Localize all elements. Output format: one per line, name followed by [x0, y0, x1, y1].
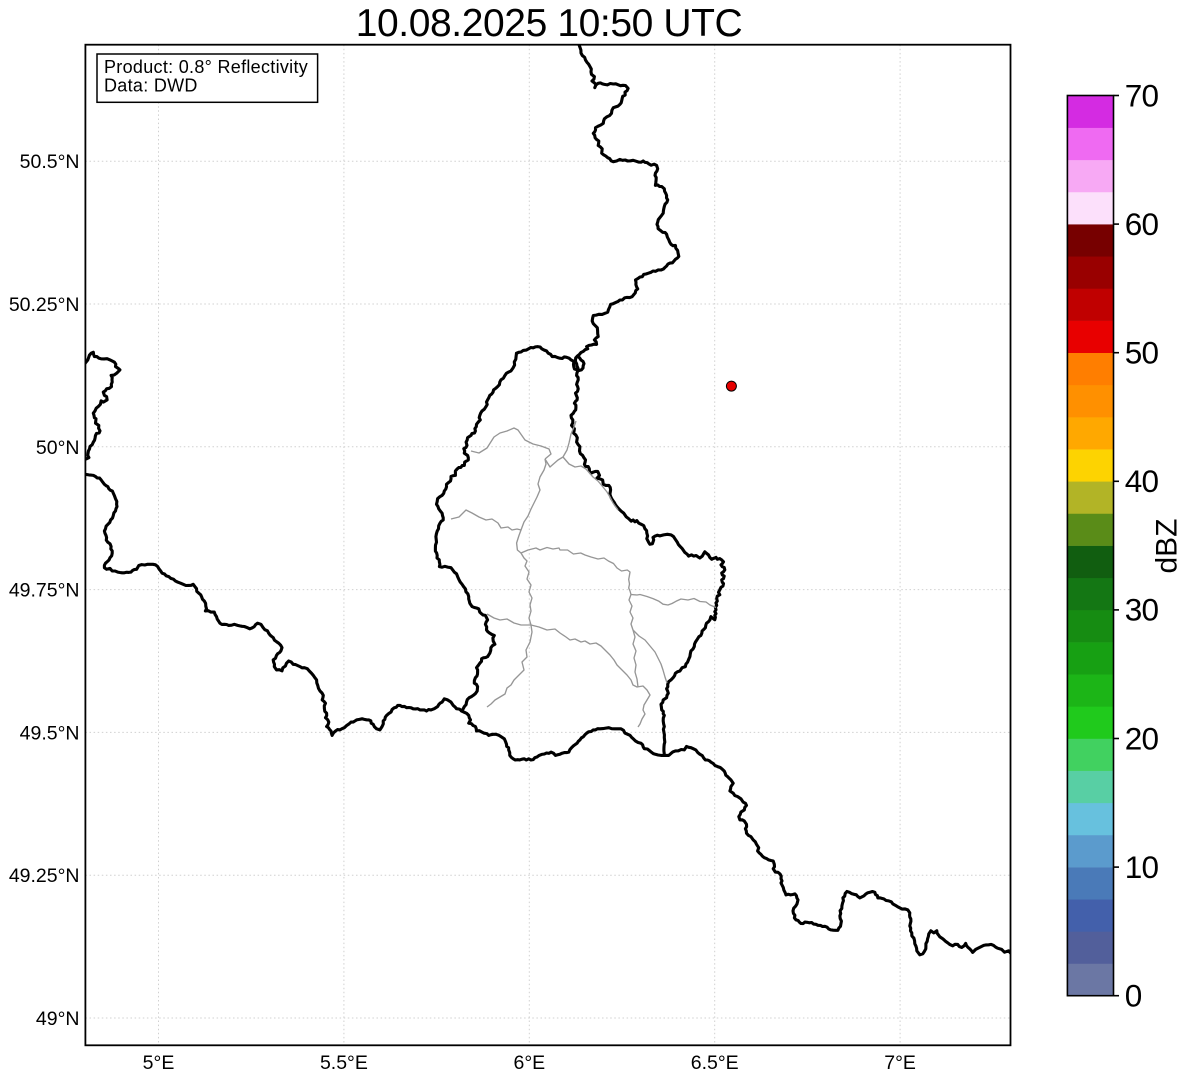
svg-text:0: 0: [1125, 978, 1142, 1014]
svg-text:Data: DWD: Data: DWD: [104, 76, 198, 96]
svg-text:20: 20: [1125, 720, 1159, 756]
svg-text:5.5°E: 5.5°E: [320, 1052, 368, 1074]
svg-text:30: 30: [1125, 592, 1159, 628]
svg-text:5°E: 5°E: [143, 1052, 175, 1074]
svg-text:49°N: 49°N: [36, 1008, 80, 1030]
svg-text:50: 50: [1125, 335, 1159, 371]
svg-text:49.25°N: 49.25°N: [9, 865, 80, 887]
svg-text:60: 60: [1125, 206, 1159, 242]
svg-text:50.5°N: 50.5°N: [20, 151, 80, 173]
svg-text:Product: 0.8° Reflectivity: Product: 0.8° Reflectivity: [104, 57, 308, 77]
svg-text:50.25°N: 50.25°N: [9, 294, 80, 316]
svg-text:10.08.2025 10:50 UTC: 10.08.2025 10:50 UTC: [356, 2, 743, 45]
svg-text:6.5°E: 6.5°E: [691, 1052, 739, 1074]
svg-text:40: 40: [1125, 463, 1159, 499]
svg-text:7°E: 7°E: [884, 1052, 916, 1074]
svg-text:70: 70: [1125, 77, 1159, 113]
svg-text:49.5°N: 49.5°N: [20, 722, 80, 744]
svg-text:dBZ: dBZ: [1151, 518, 1184, 573]
svg-text:6°E: 6°E: [513, 1052, 545, 1074]
svg-text:10: 10: [1125, 849, 1159, 885]
svg-text:50°N: 50°N: [36, 437, 80, 459]
svg-text:49.75°N: 49.75°N: [9, 580, 80, 602]
